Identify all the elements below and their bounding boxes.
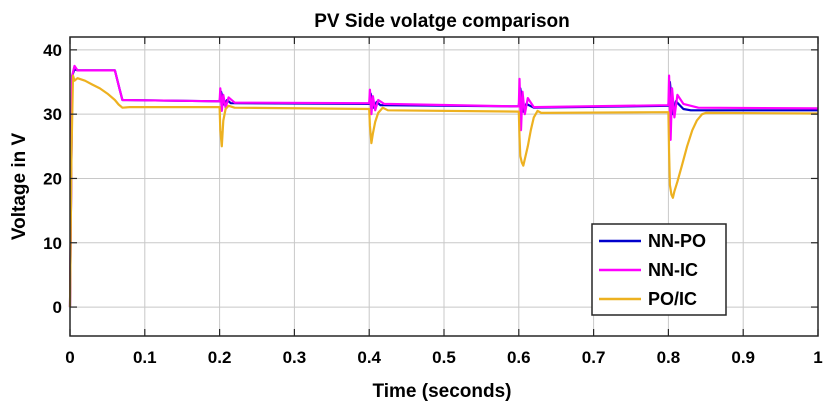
x-tick-label: 0.2 — [208, 348, 232, 367]
legend-label-nn-po: NN-PO — [648, 231, 706, 251]
y-tick-label: 30 — [43, 105, 62, 124]
x-tick-label: 0.4 — [357, 348, 381, 367]
series-lines — [68, 64, 819, 308]
legend: NN-PO NN-IC PO/IC — [591, 223, 727, 316]
x-tick-label: 1 — [813, 348, 822, 367]
y-axis-title: Voltage in V — [9, 133, 30, 241]
y-tick-label: 20 — [43, 169, 62, 188]
x-tick-label: 0.1 — [133, 348, 157, 367]
chart-title: PV Side volatge comparison — [314, 11, 570, 32]
y-tick-label: 0 — [53, 298, 62, 317]
series-line-nn-ic — [68, 64, 819, 308]
legend-label-nn-ic: NN-IC — [648, 260, 698, 280]
x-tick-label: 0.9 — [731, 348, 755, 367]
y-tick-label: 40 — [43, 41, 62, 60]
x-tick-label: 0 — [65, 348, 74, 367]
x-tick-label: 0.8 — [657, 348, 681, 367]
x-tick-label: 0.6 — [507, 348, 531, 367]
series-line-po-ic — [68, 74, 819, 308]
y-tick-label: 10 — [43, 234, 62, 253]
x-tick-label: 0.7 — [582, 348, 606, 367]
x-axis-title: Time (seconds) — [372, 381, 511, 402]
x-tick-label: 0.3 — [283, 348, 307, 367]
legend-label-po-ic: PO/IC — [648, 289, 697, 309]
x-tick-label: 0.5 — [432, 348, 456, 367]
